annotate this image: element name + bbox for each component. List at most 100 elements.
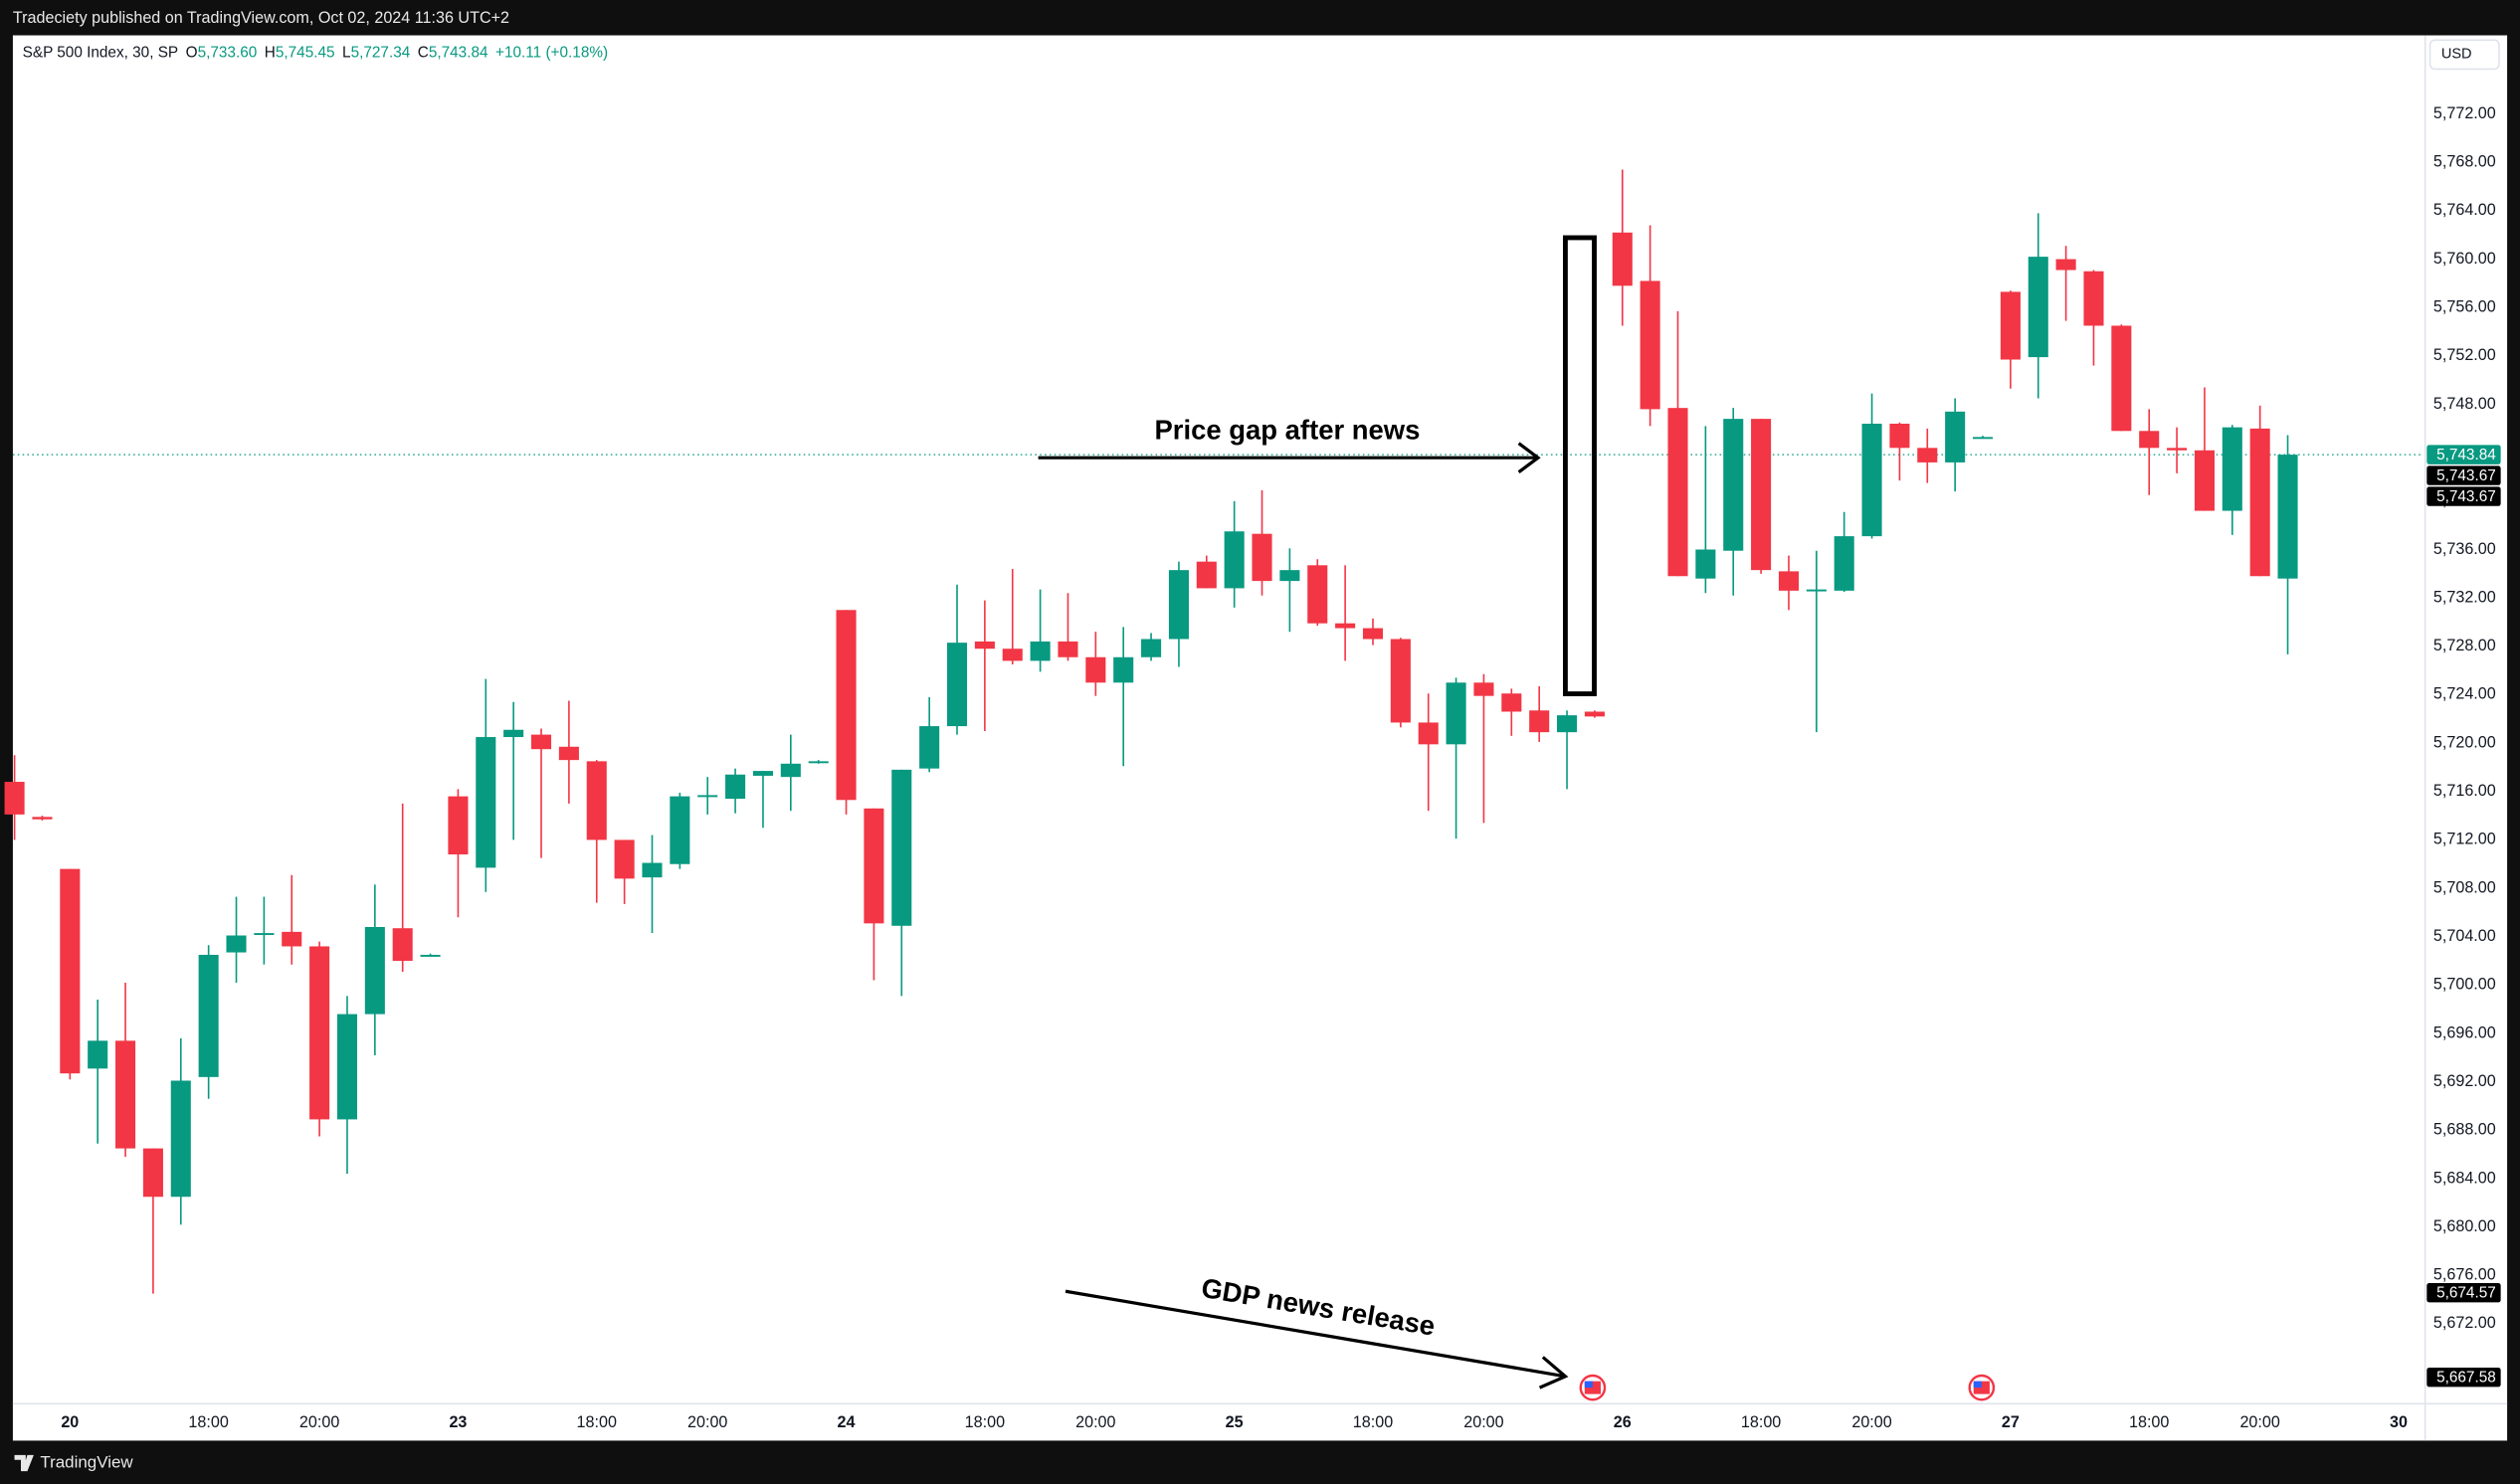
y-tick-label: 5,716.00 [2433,782,2496,800]
x-tick-label: 30 [2390,1413,2408,1431]
candle-body [364,927,385,1015]
flag-canton[interactable] [1973,1381,1982,1389]
candle-body [115,1040,136,1149]
y-tick-label: 5,684.00 [2433,1169,2496,1187]
candle-body [476,737,496,868]
y-tick-label: 5,752.00 [2433,346,2496,364]
candle-body [1335,623,1356,629]
candle-body [4,782,25,815]
candle-body [1778,571,1799,591]
publish-header: Tradeciety published on TradingView.com,… [13,9,509,27]
y-tick-label: 5,708.00 [2433,878,2496,896]
y-tick-label: 5,732.00 [2433,588,2496,606]
x-tick-label: 23 [449,1413,467,1431]
x-tick-label: 24 [838,1413,856,1431]
candle-body [891,769,912,926]
candle-body [2194,450,2215,511]
y-tick-label: 5,700.00 [2433,976,2496,994]
candle-body [309,946,330,1120]
currency-label[interactable]: USD [2441,47,2472,63]
plot-area: 5,672.00 5,676.00 5,680.00 5,684.00 5,688.00… [4,35,2508,1441]
y-tick-label: 5,724.00 [2433,685,2496,703]
legend-key: C [418,44,429,61]
candle-body [642,862,663,878]
candle-body [697,795,718,798]
candle-body [420,954,441,957]
y-tick-label: 5,712.00 [2433,831,2496,848]
candle-body [336,1014,358,1120]
candle-body [2139,431,2160,449]
price-tag-box [2426,486,2501,506]
y-tick-label: 5,672.00 [2433,1314,2496,1332]
y-tick-label: 5,772.00 [2433,104,2496,122]
legend-value: 5,743.84 [429,44,488,61]
chart-pane [12,35,2508,1441]
candle-body [586,761,607,840]
x-tick-label: 18:00 [1741,1413,1781,1431]
x-tick-label: 18:00 [188,1413,228,1431]
candle-body [1418,722,1439,745]
price-tag-box [2426,1368,2501,1388]
x-tick-label: 18:00 [965,1413,1005,1431]
price-tag-label: 5,743.67 [2436,488,2496,505]
candle-body [1612,232,1633,286]
candle-body [32,817,53,820]
x-tick-label: 20:00 [1851,1413,1891,1431]
candle-body [752,771,773,776]
candle-body [946,643,968,727]
candle-body [1196,561,1217,589]
y-tick-label: 5,688.00 [2433,1121,2496,1139]
y-tick-label: 5,736.00 [2433,540,2496,558]
candle-body [2222,427,2242,511]
candle-body [974,641,995,649]
y-tick-label: 5,692.00 [2433,1072,2496,1090]
y-tick-label: 5,676.00 [2433,1266,2496,1284]
flag-canton[interactable] [1584,1381,1593,1389]
legend-key: H [265,44,276,61]
candle-body [1058,641,1078,657]
candle-body [1751,419,1772,571]
candle-body [558,746,579,761]
candle-body [1252,533,1272,582]
y-tick-label: 5,756.00 [2433,297,2496,315]
x-tick-label: 20:00 [1075,1413,1115,1431]
y-tick-label: 5,748.00 [2433,395,2496,413]
candle-body [392,928,413,962]
event-flag[interactable] [1968,1374,1996,1401]
candle-body [448,796,469,855]
y-tick-label: 5,720.00 [2433,733,2496,751]
brand: TradingView [40,1452,133,1471]
candle-body [1307,565,1328,624]
price-tag-box [2426,1283,2501,1303]
candle-body [2167,448,2188,451]
candle-body [531,734,552,750]
currency-button[interactable] [2428,39,2500,71]
candle-body [2111,325,2132,432]
candle-body [1695,549,1716,579]
brand-logo [14,1454,34,1472]
x-tick-label: 27 [2002,1413,2020,1431]
x-tick-label: 25 [1226,1413,1244,1431]
event-flag[interactable] [1579,1374,1607,1401]
candle-body [1446,682,1466,745]
candle-body [1945,411,1966,463]
candle-body [808,761,829,764]
candle-body [60,868,81,1074]
candle-body [1113,656,1134,683]
x-tick-label: 26 [1614,1413,1632,1431]
candle-body [1806,589,1827,592]
candle-body [170,1080,191,1198]
price-tag-label: 5,674.57 [2436,1285,2496,1302]
price-tag-label: 5,743.84 [2436,447,2496,464]
legend: S&P 500 Index, 30, SP O5,733.60 H5,745.4… [23,44,608,61]
candle-body [1723,419,1744,551]
price-tag-box [2426,465,2501,485]
candle-body [2055,259,2076,271]
candle-body [1279,570,1300,582]
x-tick-label: 20:00 [1463,1413,1503,1431]
x-tick-label: 18:00 [1353,1413,1393,1431]
candle-body [282,931,302,947]
candle-body [2083,271,2104,326]
legend-symbol: S&P 500 Index, 30, SP [23,44,179,61]
